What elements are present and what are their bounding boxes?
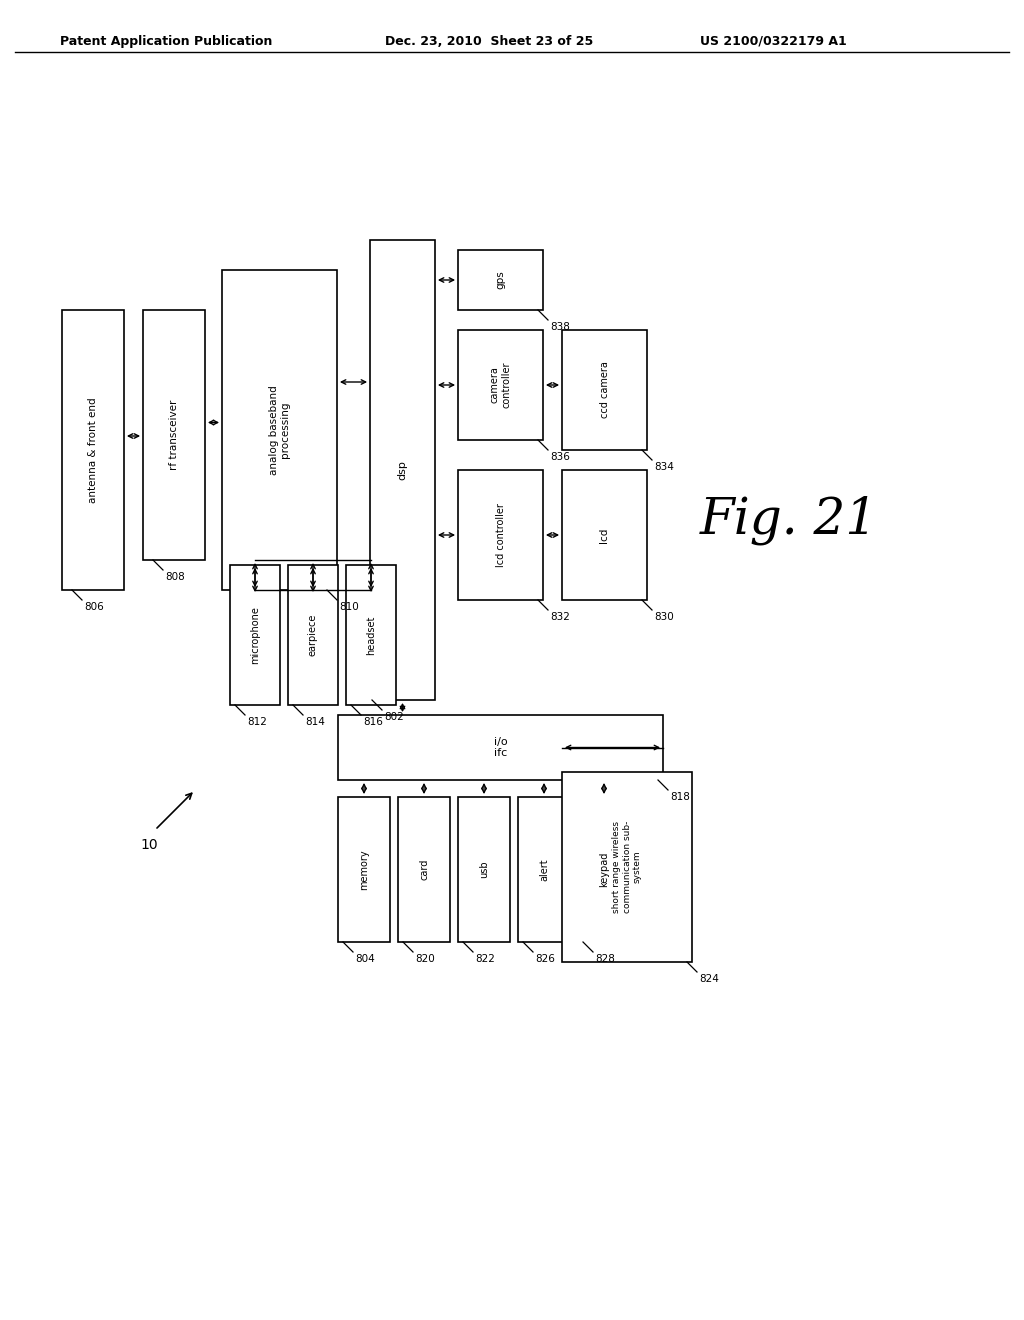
Text: lcd controller: lcd controller: [496, 503, 506, 566]
Text: 822: 822: [475, 954, 495, 964]
Text: 826: 826: [535, 954, 555, 964]
Text: dsp: dsp: [397, 461, 408, 480]
Bar: [338, 797, 390, 942]
Bar: [338, 715, 663, 780]
Bar: [518, 797, 570, 942]
Text: 836: 836: [550, 451, 570, 462]
Bar: [578, 797, 630, 942]
Bar: [562, 772, 692, 962]
Text: analog baseband
processing: analog baseband processing: [268, 385, 290, 475]
Text: microphone: microphone: [250, 606, 260, 664]
Bar: [562, 330, 647, 450]
Text: headset: headset: [366, 615, 376, 655]
Text: short range wireless
communication sub-
system: short range wireless communication sub- …: [612, 821, 642, 913]
Text: usb: usb: [479, 861, 489, 878]
Text: Patent Application Publication: Patent Application Publication: [60, 36, 272, 48]
Text: 806: 806: [84, 602, 103, 612]
Text: 820: 820: [415, 954, 435, 964]
Text: card: card: [419, 859, 429, 880]
Bar: [458, 797, 510, 942]
Bar: [370, 240, 435, 700]
Bar: [458, 470, 543, 601]
Text: 834: 834: [654, 462, 674, 473]
Text: 812: 812: [247, 717, 267, 727]
Text: 830: 830: [654, 612, 674, 622]
Text: memory: memory: [359, 849, 369, 890]
Text: keypad: keypad: [599, 851, 609, 887]
Bar: [562, 470, 647, 601]
Text: ccd camera: ccd camera: [599, 362, 609, 418]
Text: i/o
ifc: i/o ifc: [494, 737, 507, 758]
Bar: [143, 310, 205, 560]
Text: antenna & front end: antenna & front end: [88, 397, 98, 503]
Bar: [346, 565, 396, 705]
Text: 802: 802: [384, 711, 403, 722]
Text: 10: 10: [140, 838, 158, 851]
Text: alert: alert: [539, 858, 549, 880]
Text: 810: 810: [339, 602, 358, 612]
Bar: [458, 249, 543, 310]
Text: 808: 808: [165, 572, 184, 582]
Text: 818: 818: [670, 792, 690, 803]
Text: earpiece: earpiece: [308, 614, 318, 656]
Bar: [230, 565, 280, 705]
Text: rf transceiver: rf transceiver: [169, 400, 179, 470]
Text: 816: 816: [362, 717, 383, 727]
Text: 824: 824: [699, 974, 719, 983]
Bar: [222, 271, 337, 590]
Bar: [458, 330, 543, 440]
Text: 804: 804: [355, 954, 375, 964]
Text: 828: 828: [595, 954, 614, 964]
Bar: [398, 797, 450, 942]
Bar: [62, 310, 124, 590]
Text: camera
controller: camera controller: [489, 362, 511, 408]
Text: Fig. 21: Fig. 21: [700, 495, 879, 545]
Bar: [288, 565, 338, 705]
Text: 838: 838: [550, 322, 570, 333]
Text: 814: 814: [305, 717, 325, 727]
Text: US 2100/0322179 A1: US 2100/0322179 A1: [700, 36, 847, 48]
Text: gps: gps: [496, 271, 506, 289]
Text: Dec. 23, 2010  Sheet 23 of 25: Dec. 23, 2010 Sheet 23 of 25: [385, 36, 593, 48]
Text: lcd: lcd: [599, 527, 609, 543]
Text: 832: 832: [550, 612, 570, 622]
